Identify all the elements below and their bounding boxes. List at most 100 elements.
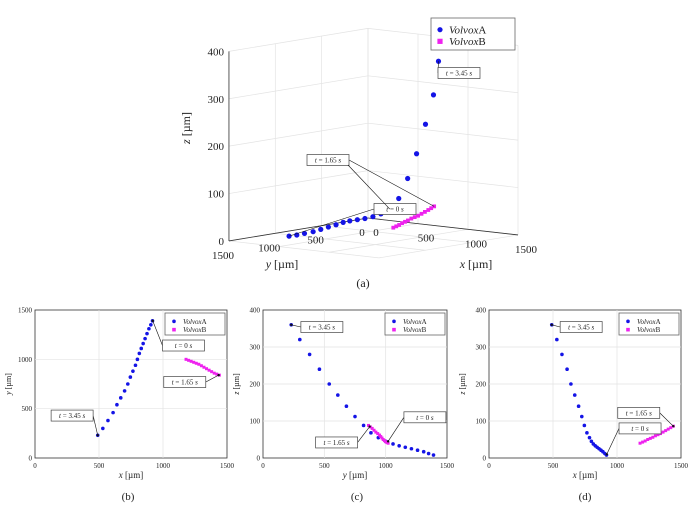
volvox-b-point-5 <box>406 218 410 223</box>
grid-line-yz <box>228 122 369 147</box>
x-axis-line <box>367 217 519 236</box>
volvox-b-point-7 <box>202 365 206 369</box>
volvox-a-point-8 <box>128 375 133 379</box>
legend-label-a: VolvoxA <box>449 25 486 37</box>
annotation-anchor <box>605 453 608 456</box>
legend-label-a: VolvoxA <box>637 318 661 326</box>
x-axis-label: x [µm] <box>572 470 597 480</box>
y-axis-label: y [µm] <box>4 373 13 396</box>
y-tick-label: 0 <box>257 455 261 463</box>
volvox-a-point-18 <box>149 323 153 327</box>
volvox-b-point-3 <box>372 428 376 432</box>
time-annotation-label: t = 3.45 s <box>446 70 472 78</box>
legend-label-b: VolvoxB <box>637 326 661 334</box>
volvox-a-point-2 <box>560 352 564 357</box>
annotation-leader <box>348 159 435 207</box>
time-annotation-1-2: t = 1.65 s <box>163 376 207 388</box>
time-annotation-box <box>163 376 207 388</box>
volvox-a-point-16 <box>415 448 420 453</box>
grid-line-floor <box>275 232 426 251</box>
volvox-a-point-1 <box>298 337 302 342</box>
grid-line-yz <box>228 75 369 100</box>
volvox-b-point-0 <box>366 423 370 427</box>
panel-caption: (b) <box>122 491 135 503</box>
volvox-b-point-13 <box>432 204 437 209</box>
time-annotation-box <box>437 67 481 79</box>
volvox-a-point-4 <box>569 382 573 386</box>
annotation-leader <box>152 320 163 346</box>
volvox-a-point-4 <box>115 402 119 407</box>
volvox-a-point-6 <box>122 389 127 393</box>
volvox-a-point-3 <box>565 367 569 372</box>
x-tick-label: 1500 <box>220 462 235 470</box>
time-annotation-box <box>315 436 358 449</box>
grid-line-xz <box>367 122 519 141</box>
volvox-a-point-14 <box>141 341 145 346</box>
volvox-b-point-legend <box>437 38 443 44</box>
x-tick-label: 500 <box>418 233 435 245</box>
volvox-a-point-2 <box>307 352 312 357</box>
volvox-a-point-4 <box>327 382 332 386</box>
z-tick-label: 200 <box>207 141 224 153</box>
y-tick-label: 100 <box>476 418 487 426</box>
volvox-b-point-4 <box>194 361 198 365</box>
grid-line-floor <box>328 228 469 253</box>
volvox-a-point-12 <box>137 351 142 356</box>
x-tick-label: 0 <box>33 462 37 470</box>
y-axis-label: z [µm] <box>458 373 467 396</box>
time-annotation-label: t = 1.65 s <box>626 409 652 417</box>
time-annotation-label: t = 0 s <box>416 414 434 422</box>
volvox-a-point-8 <box>582 423 587 428</box>
time-annotation-0-2: t = 0 s <box>373 203 417 215</box>
volvox-b-point-legend <box>172 327 176 332</box>
volvox-a-point-15 <box>409 446 414 451</box>
volvox-b-point-4 <box>648 436 652 440</box>
volvox-b-point-8 <box>205 367 209 371</box>
volvox-a-point-5 <box>336 393 340 397</box>
time-annotation-box <box>306 154 350 166</box>
volvox-b-point-1 <box>394 224 399 229</box>
panel-caption: (d) <box>579 491 592 503</box>
x-axis-label: x [µm] <box>459 257 493 271</box>
time-annotation-label: t = 1.65 s <box>172 379 198 387</box>
volvox-a-point-6 <box>333 222 339 228</box>
time-annotation-2-0: t = 3.45 s <box>300 321 344 333</box>
volvox-b-point-0 <box>391 225 396 230</box>
volvox-a-point-10 <box>133 363 138 368</box>
annotation-leader <box>606 428 620 455</box>
x-tick-label: 0 <box>487 462 491 470</box>
legend-box <box>164 312 226 336</box>
volvox-a-point-19 <box>431 453 436 457</box>
time-annotation-3-2: t = 0 s <box>618 422 662 435</box>
z-tick-label: 400 <box>207 46 224 58</box>
annotation-leader <box>551 324 561 328</box>
z-tick-label: 0 <box>218 236 224 248</box>
volvox-b-point-0 <box>184 357 188 361</box>
volvox-a-point-legend <box>626 319 630 324</box>
volvox-a-point-7 <box>580 414 584 419</box>
y-tick-label: 0 <box>359 227 365 239</box>
volvox-a-point-5 <box>572 393 577 397</box>
volvox-a-point-9 <box>585 431 589 435</box>
volvox-a-point-6 <box>344 404 349 409</box>
annotation-anchor <box>368 425 371 428</box>
time-annotation-label: t = 3.45 s <box>59 412 85 420</box>
volvox-a-point-1 <box>101 426 105 431</box>
volvox-b-point-11 <box>426 208 431 212</box>
x-axis-label: y [µm] <box>342 470 367 480</box>
annotation-anchor <box>672 424 675 428</box>
time-annotation-box <box>403 411 447 424</box>
volvox-b-point-5 <box>376 432 380 436</box>
panel-d: 0 500 1000 1500 0 100 200 300 400 x [µm] z [µm] t =… <box>458 307 689 481</box>
x-tick-label: 500 <box>548 462 559 470</box>
annotation-anchor <box>386 440 390 443</box>
y-tick-label: 1000 <box>258 242 281 254</box>
volvox-b-point-1 <box>187 358 191 362</box>
volvox-a-point-10 <box>362 215 368 222</box>
volvox-a-point-13 <box>397 443 401 448</box>
volvox-b-point-4 <box>374 430 378 434</box>
volvox-b-point-legend <box>392 327 396 332</box>
annotation-leader <box>288 208 375 237</box>
x-tick-label: 1000 <box>465 238 488 250</box>
